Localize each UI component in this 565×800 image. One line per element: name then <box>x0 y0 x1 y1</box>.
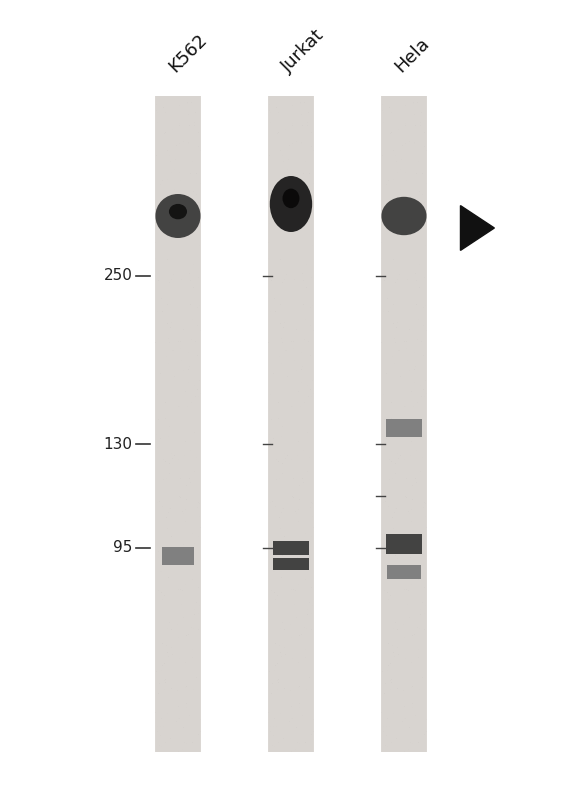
Ellipse shape <box>169 204 187 219</box>
Text: 250: 250 <box>104 269 133 283</box>
Bar <box>379 96 429 752</box>
Text: 95: 95 <box>114 541 133 555</box>
Ellipse shape <box>381 197 427 235</box>
Bar <box>273 558 310 570</box>
Bar <box>153 96 203 752</box>
Text: Hela: Hela <box>391 34 433 76</box>
Text: K562: K562 <box>165 30 211 76</box>
Text: 130: 130 <box>104 437 133 451</box>
Bar <box>387 565 421 579</box>
Bar <box>385 419 423 437</box>
Ellipse shape <box>282 189 299 208</box>
Bar <box>266 96 316 752</box>
Ellipse shape <box>155 194 201 238</box>
Bar <box>163 547 193 565</box>
Bar <box>385 534 423 554</box>
Text: Jurkat: Jurkat <box>278 26 328 76</box>
Polygon shape <box>460 206 494 250</box>
Ellipse shape <box>270 176 312 232</box>
Bar <box>273 541 310 555</box>
